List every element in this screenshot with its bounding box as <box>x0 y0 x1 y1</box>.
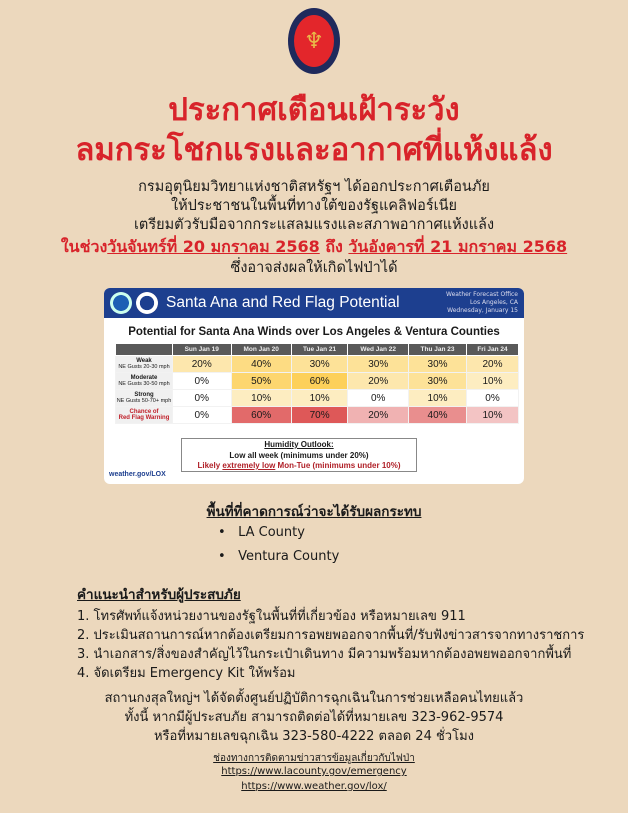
value-cell: 0% <box>347 389 410 407</box>
title-line-1: ประกาศเตือนเฝ้าระวัง <box>168 92 460 128</box>
day-header: Sun Jan 19 <box>172 343 232 356</box>
value-cell: 0% <box>466 389 519 407</box>
table-row: Strong NE Gusts 50-70+ mph 0% 10% 10% 0% 10% 0% <box>115 389 519 407</box>
day-header: Wed Jan 22 <box>347 343 410 356</box>
value-cell: 10% <box>466 372 519 390</box>
value-cell: 20% <box>466 355 519 373</box>
period-start: วันจันทร์ที่ 20 มกราคม 2568 <box>107 237 320 256</box>
areas-heading: พื้นที่ที่คาดการณ์ว่าจะได้รับผลกระทบ <box>206 504 422 520</box>
consulate-seal-icon: ♆ <box>288 8 340 74</box>
value-cell: 50% <box>230 372 292 390</box>
humidity-text-a: Likely <box>197 461 223 470</box>
advice-item: 3. นำเอกสาร/สิ่งของสำคัญไว้ในกระเป๋าเดิน… <box>77 647 572 662</box>
value-cell: 0% <box>172 372 232 390</box>
value-cell: 10% <box>408 389 467 407</box>
row-label-sub: NE Gusts 20-30 mph <box>118 364 170 370</box>
humidity-heading: Humidity Outlook: <box>264 440 334 449</box>
row-label-sub: NE Gusts 50-70+ mph <box>116 398 172 404</box>
value-cell: 20% <box>347 372 410 390</box>
office-location: Los Angeles, CA <box>470 299 518 306</box>
intro-line-2: ให้ประชาชนในพื้นที่ทางใต้ของรัฐแคลิฟอร์เ… <box>171 198 457 214</box>
table-row: Chance of Red Flag Warning 0% 60% 70% 20% 40% 1… <box>115 406 519 424</box>
intro-line-1: กรมอุตุนิยมวิทยาแห่งชาติสหรัฐฯ ได้ออกประ… <box>138 179 490 195</box>
area-item: • LA County <box>218 525 305 540</box>
value-cell: 70% <box>290 406 349 424</box>
period-end: วันอังคารที่ 21 มกราคม 2568 <box>348 237 568 256</box>
forecast-header-title: Santa Ana and Red Flag Potential <box>166 294 400 311</box>
value-cell: 0% <box>172 389 232 407</box>
day-header: Thu Jan 23 <box>408 343 467 356</box>
office-name: Weather Forecast Office <box>446 291 518 298</box>
area-la: LA County <box>238 525 305 540</box>
period-prefix: ในช่วง <box>60 237 108 256</box>
contact-line-1: สถานกงสุลใหญ่ฯ ได้จัดตั้งศูนย์ปฏิบัติการ… <box>104 691 524 706</box>
row-label-main: Chance of <box>129 409 159 415</box>
value-cell: 30% <box>290 355 349 373</box>
source-link[interactable]: weather.gov/LOX <box>109 471 166 478</box>
forecast-table: Sun Jan 19 Mon Jan 20 Tue Jan 21 Wed Jan 22… <box>115 343 519 424</box>
row-label-sub: NE Gusts 30-50 mph <box>118 381 170 387</box>
value-cell: 10% <box>466 406 519 424</box>
value-cell: 30% <box>408 372 467 390</box>
row-label-main: Strong <box>134 392 154 398</box>
value-cell: 40% <box>408 406 467 424</box>
row-label: Chance of Red Flag Warning <box>115 406 173 424</box>
humidity-text-c: Mon-Tue (minimums under 10%) <box>275 461 401 470</box>
intro-line-3: เตรียมตัวรับมือจากกระแสลมแรงและสภาพอากาศ… <box>133 217 495 233</box>
table-title: Potential for Santa Ana Winds over Los A… <box>128 326 500 338</box>
row-label-sub: Red Flag Warning <box>118 415 170 421</box>
link-lacounty[interactable]: https://www.lacounty.gov/emergency <box>221 766 407 777</box>
row-label: Weak NE Gusts 20-30 mph <box>115 355 173 373</box>
humidity-line-2: Likely extremely low Mon-Tue (minimums u… <box>182 461 416 472</box>
noaa-logo-icon <box>110 292 132 314</box>
link-weather-gov[interactable]: https://www.weather.gov/lox/ <box>241 781 387 792</box>
contact-line-3: หรือที่หมายเลขฉุกเฉิน 323-580-4222 ตลอด … <box>153 729 475 744</box>
table-row: Weak NE Gusts 20-30 mph 20% 40% 30% 30% 30% 20% <box>115 355 519 373</box>
period-line: ในช่วงวันจันทร์ที่ 20 มกราคม 2568 ถึง วั… <box>0 235 628 260</box>
value-cell: 10% <box>230 389 292 407</box>
value-cell: 30% <box>347 355 410 373</box>
value-cell: 30% <box>408 355 467 373</box>
table-row: Moderate NE Gusts 30-50 mph 0% 50% 60% 20% 30%… <box>115 372 519 390</box>
value-cell: 20% <box>172 355 232 373</box>
row-label-main: Weak <box>136 358 152 364</box>
day-header: Fri Jan 24 <box>466 343 519 356</box>
area-ventura: Ventura County <box>238 549 340 564</box>
advice-item: 2. ประเมินสถานการณ์หากต้องเตรียมการอพยพอ… <box>77 628 585 643</box>
advice-item: 1. โทรศัพท์แจ้งหน่วยงานของรัฐในพื้นที่ที… <box>77 609 466 624</box>
advice-heading: คำแนะนำสำหรับผู้ประสบภัย <box>77 587 241 603</box>
forecast-graphic: Santa Ana and Red Flag Potential Weather… <box>104 288 524 484</box>
title-line-2: ลมกระโชกแรงและอากาศที่แห้งแล้ง <box>75 132 553 168</box>
humidity-text-b: extremely low <box>222 461 276 470</box>
row-label: Moderate NE Gusts 30-50 mph <box>115 372 173 390</box>
day-header: Tue Jan 21 <box>290 343 349 356</box>
period-mid: ถึง <box>319 237 349 256</box>
humidity-outlook: Humidity Outlook: Low all week (minimums… <box>181 438 417 472</box>
issue-date: Wednesday, January 15 <box>447 307 518 314</box>
intro-end: ซึ่งอาจส่งผลให้เกิดไฟป่าได้ <box>230 260 398 276</box>
row-label: Strong NE Gusts 50-70+ mph <box>115 389 173 407</box>
forecast-office: Weather Forecast Office Los Angeles, CA … <box>446 291 518 315</box>
value-cell: 10% <box>290 389 349 407</box>
advice-item: 4. จัดเตรียม Emergency Kit ให้พร้อม <box>77 666 296 681</box>
value-cell: 60% <box>230 406 292 424</box>
contact-line-2: ทั้งนี้ หากมีผู้ประสบภัย สามารถติดต่อได้… <box>124 710 504 725</box>
humidity-line-1: Low all week (minimums under 20%) <box>229 450 369 460</box>
links-heading: ช่องทางการติดตามข่าวสารข้อมูลเกี่ยวกับไฟ… <box>213 753 415 764</box>
forecast-header: Santa Ana and Red Flag Potential Weather… <box>104 288 524 318</box>
value-cell: 0% <box>172 406 232 424</box>
value-cell: 20% <box>347 406 410 424</box>
corner-header <box>115 343 173 356</box>
row-label-main: Moderate <box>130 375 158 381</box>
area-item: • Ventura County <box>218 549 340 564</box>
day-header: Mon Jan 20 <box>230 343 292 356</box>
nws-logo-icon <box>136 292 158 314</box>
value-cell: 60% <box>290 372 349 390</box>
value-cell: 40% <box>230 355 292 373</box>
